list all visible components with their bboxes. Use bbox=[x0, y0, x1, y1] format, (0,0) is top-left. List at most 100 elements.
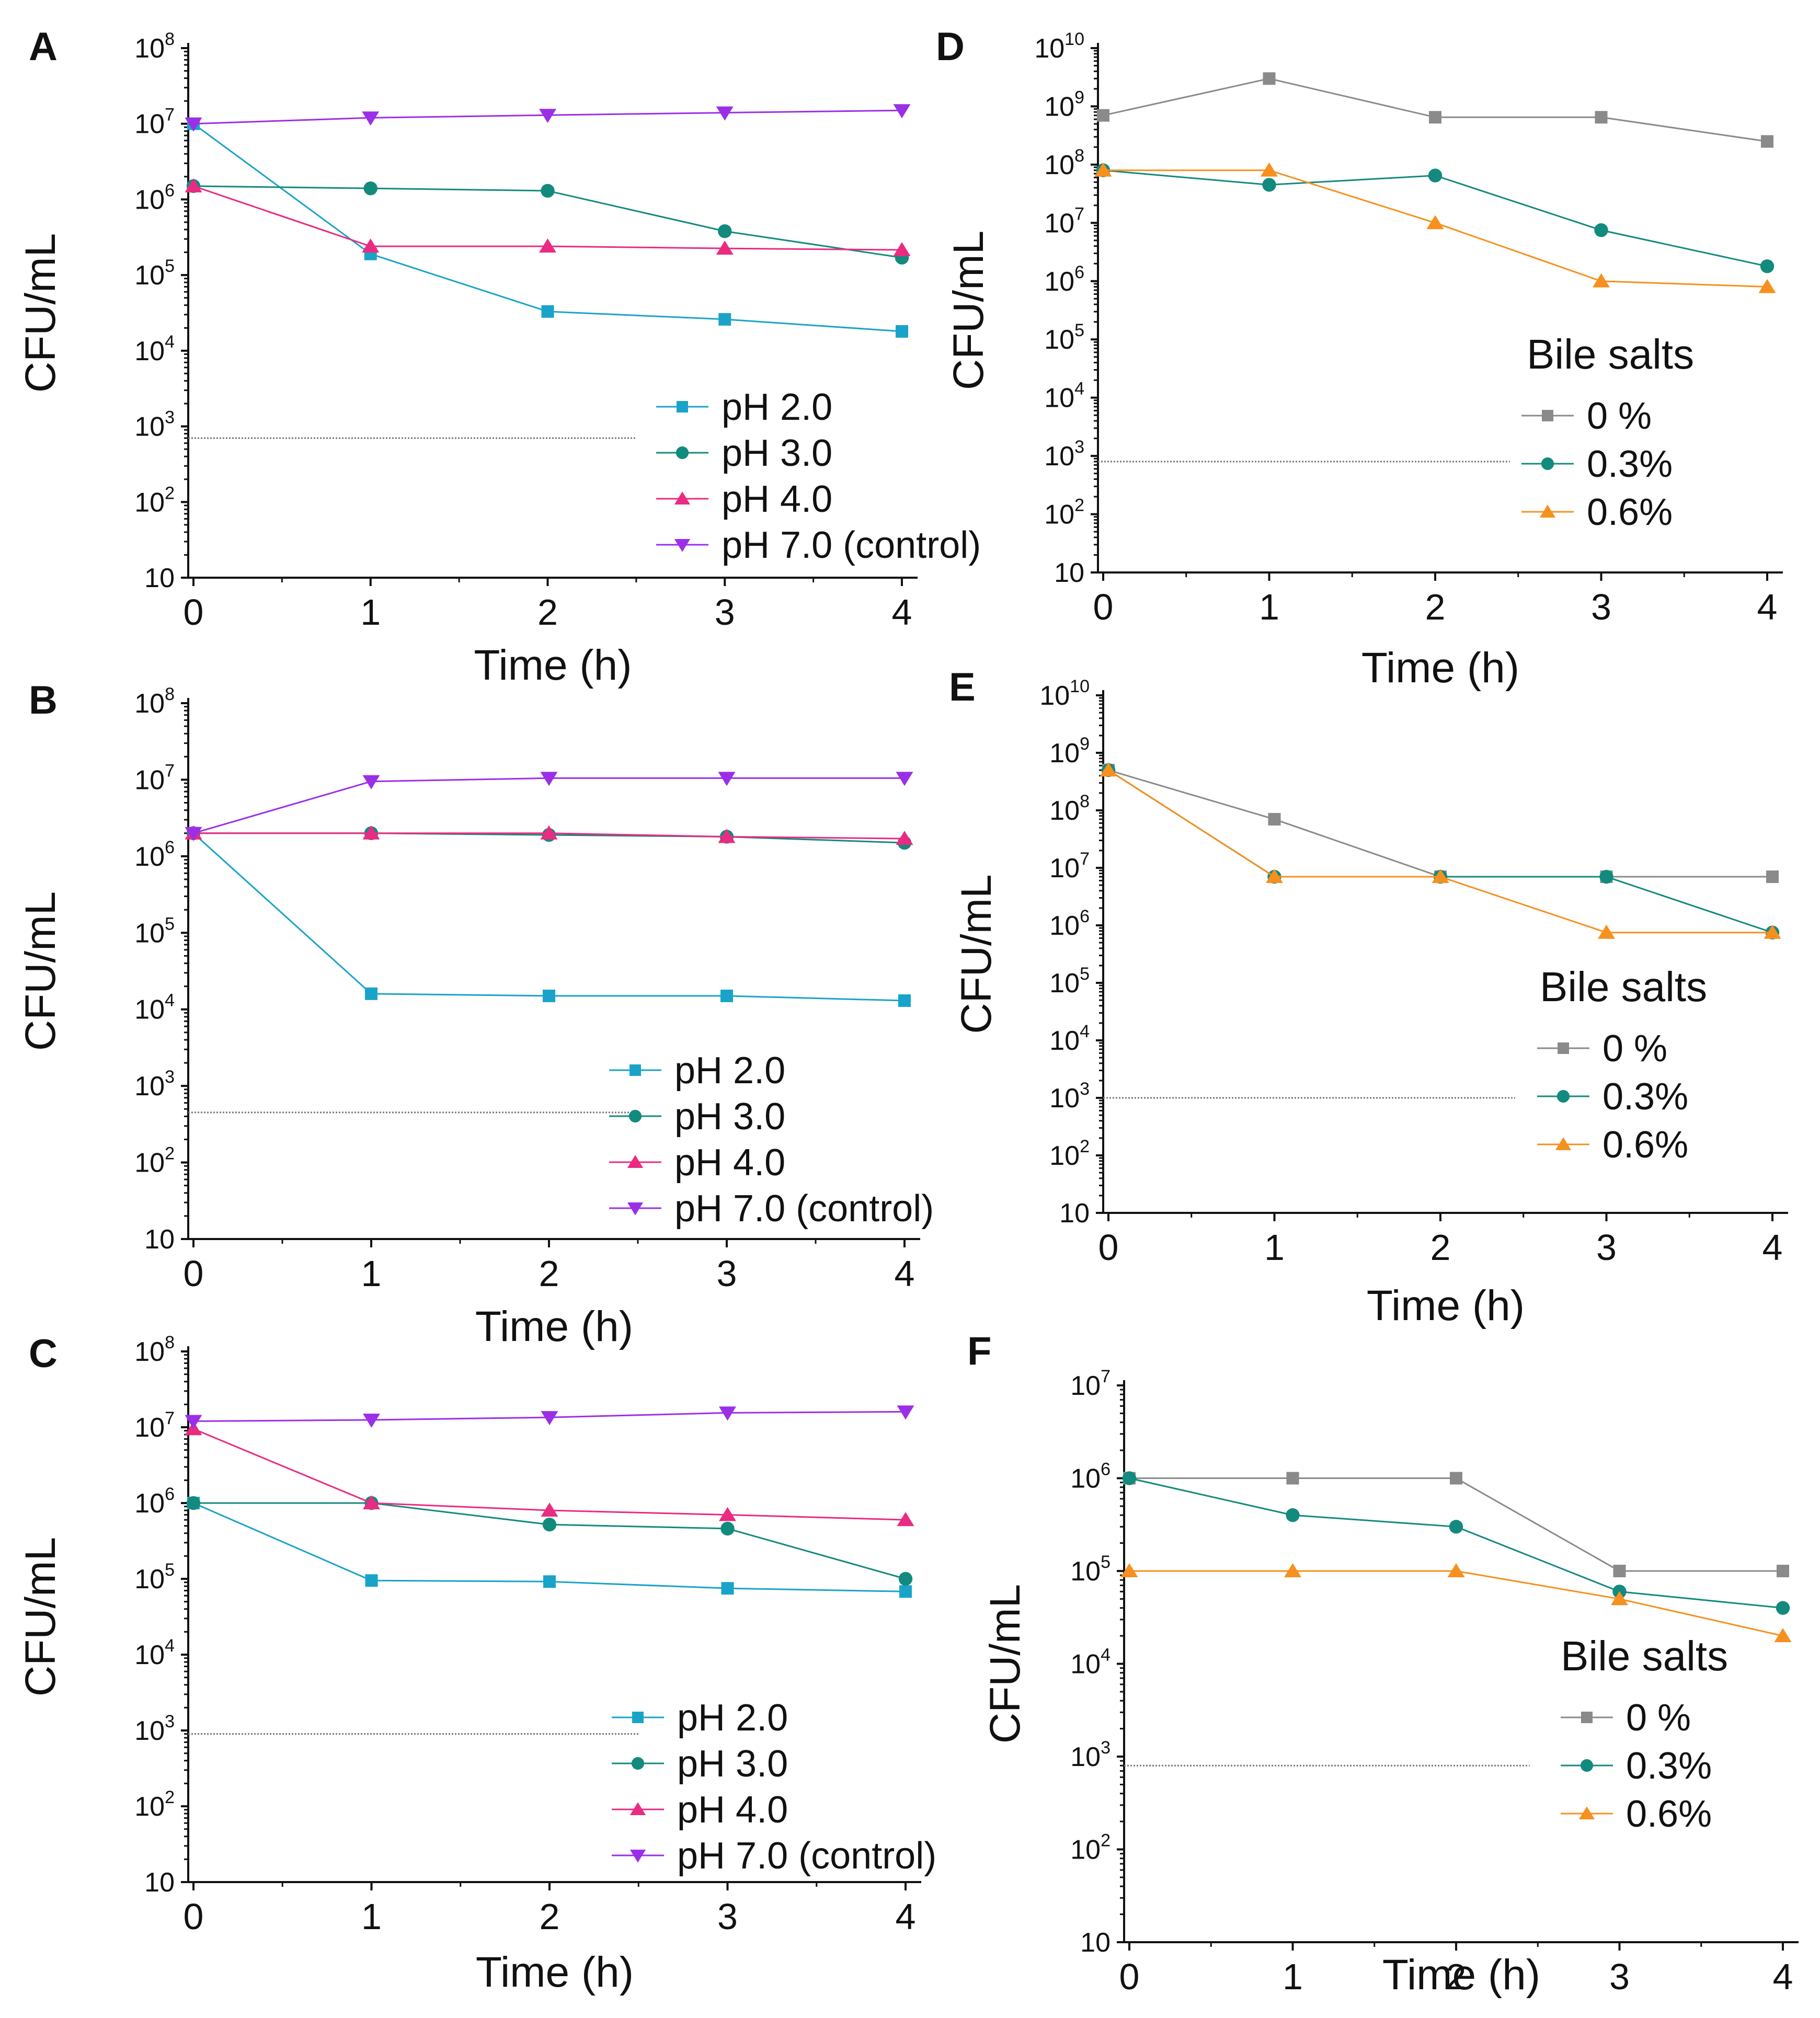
y-tick-label: 106 bbox=[1070, 1460, 1111, 1494]
x-axis-title: Time (h) bbox=[476, 1948, 634, 1996]
y-tick-label: 102 bbox=[1044, 496, 1084, 530]
data-point bbox=[541, 184, 555, 198]
series-line bbox=[192, 832, 905, 1002]
y-tick-label: 105 bbox=[1044, 320, 1084, 355]
data-point bbox=[540, 825, 558, 840]
x-tick-label: 0 bbox=[184, 1896, 204, 1937]
legend-label: 0 % bbox=[1602, 1028, 1667, 1070]
data-point bbox=[897, 1512, 914, 1527]
y-tick-label: 102 bbox=[134, 1787, 175, 1822]
data-point bbox=[539, 238, 556, 253]
x-tick-label: 2 bbox=[1446, 1956, 1467, 1997]
data-point bbox=[185, 827, 202, 841]
panel-b: B 10 102 103 104 105 106 107 108 0 1 2 3 4 Time (h) CFU… bbox=[17, 678, 934, 1350]
data-point bbox=[1268, 813, 1281, 826]
y-tick-label: 107 bbox=[1070, 1367, 1111, 1401]
legend-marker bbox=[632, 1712, 644, 1723]
y-tick-label: 1010 bbox=[1034, 29, 1084, 64]
y-tick-label: 104 bbox=[134, 332, 175, 366]
data-point bbox=[1097, 109, 1109, 122]
data-point bbox=[1774, 1628, 1792, 1643]
y-tick-label: 107 bbox=[134, 761, 175, 795]
x-tick-label: 3 bbox=[717, 1253, 737, 1294]
data-point bbox=[1100, 762, 1117, 777]
panel-f: F 10 102 103 104 105 106 107 0 1 2 3 4 Time (h) CFU/mL… bbox=[967, 1329, 1799, 1999]
x-tick-label: 2 bbox=[537, 592, 558, 633]
y-tick-label: 105 bbox=[1049, 964, 1090, 999]
data-point bbox=[718, 829, 736, 843]
data-point bbox=[185, 117, 202, 132]
data-point bbox=[718, 313, 731, 326]
y-axis-title: CFU/mL bbox=[17, 891, 64, 1051]
data-point bbox=[1611, 1591, 1628, 1606]
data-point bbox=[185, 178, 202, 192]
series-ph-2-0 bbox=[187, 117, 908, 338]
x-tick-label: 0 bbox=[1093, 587, 1114, 627]
data-point bbox=[1426, 215, 1444, 230]
y-tick-label: 104 bbox=[1044, 379, 1084, 414]
data-point bbox=[1594, 223, 1608, 237]
legend-marker bbox=[677, 401, 688, 412]
data-point bbox=[363, 1413, 380, 1428]
x-tick-label: 1 bbox=[361, 1896, 382, 1937]
series-ph-7-0 bbox=[185, 104, 911, 132]
y-axis-title: CFU/mL bbox=[17, 233, 64, 393]
x-tick-label: 2 bbox=[539, 1253, 559, 1294]
y-tick-label: 108 bbox=[1049, 792, 1090, 826]
x-tick-label: 4 bbox=[1762, 1227, 1783, 1268]
data-point bbox=[719, 1507, 736, 1521]
x-tick-label: 4 bbox=[895, 1253, 915, 1294]
data-point bbox=[1286, 1472, 1299, 1485]
data-point bbox=[1777, 1565, 1789, 1577]
panel-letter-a: A bbox=[29, 25, 58, 69]
legend-marker bbox=[1542, 410, 1553, 421]
data-point bbox=[1764, 924, 1781, 939]
data-point bbox=[1432, 869, 1449, 884]
data-point bbox=[1598, 924, 1615, 939]
data-point bbox=[1761, 135, 1773, 148]
y-tick-label: 105 bbox=[134, 1560, 175, 1595]
y-tick-label: 107 bbox=[1044, 204, 1084, 238]
legend: Bile salts 0 % 0.3% 0.6% bbox=[1521, 331, 1694, 533]
legend-marker bbox=[1581, 1712, 1593, 1723]
data-point bbox=[1094, 162, 1112, 177]
data-point bbox=[542, 1517, 557, 1532]
data-point bbox=[899, 1585, 912, 1598]
data-point bbox=[719, 1406, 736, 1421]
y-tick-label: 104 bbox=[134, 991, 175, 1025]
data-point bbox=[186, 1496, 201, 1510]
y-tick-label: 10 bbox=[144, 1867, 175, 1898]
y-tick-label: 10 bbox=[1059, 1198, 1090, 1229]
y-tick-label: 108 bbox=[134, 684, 175, 719]
legend-marker bbox=[674, 539, 691, 552]
data-point bbox=[362, 825, 380, 840]
data-point bbox=[1766, 870, 1779, 884]
data-point bbox=[720, 1521, 735, 1536]
data-point bbox=[1429, 111, 1441, 124]
y-tick-label: 10 bbox=[1080, 1928, 1111, 1958]
panel-c: C 10 102 103 104 105 106 107 108 0 1 2 3 4 Time (h) CFU… bbox=[17, 1332, 936, 1996]
y-tick-label: 109 bbox=[1044, 87, 1084, 122]
y-tick-label: 105 bbox=[134, 256, 175, 291]
y-tick-label: 103 bbox=[134, 1712, 175, 1746]
data-point bbox=[541, 305, 554, 318]
y-tick-label: 102 bbox=[134, 483, 175, 518]
series-line bbox=[193, 777, 905, 834]
legend: Bile salts 0 % 0.3% 0.6% bbox=[1561, 1633, 1728, 1835]
y-tick-label: 102 bbox=[134, 1144, 175, 1178]
panel-letter-b: B bbox=[29, 678, 58, 723]
data-point bbox=[896, 772, 913, 786]
data-point bbox=[1593, 273, 1610, 288]
legend-marker bbox=[628, 1109, 642, 1123]
y-axis-title: CFU/mL bbox=[981, 1584, 1029, 1744]
data-point bbox=[718, 772, 736, 786]
data-point bbox=[898, 1572, 913, 1586]
y-tick-label: 103 bbox=[1044, 437, 1084, 472]
data-point bbox=[1758, 279, 1776, 293]
legend-title: Bile salts bbox=[1561, 1633, 1728, 1679]
data-point bbox=[540, 772, 558, 786]
legend-label: 0.3% bbox=[1587, 443, 1673, 485]
data-point bbox=[896, 325, 908, 338]
y-axis-title: CFU/mL bbox=[945, 231, 992, 390]
series-ph-4-0 bbox=[185, 1421, 914, 1527]
